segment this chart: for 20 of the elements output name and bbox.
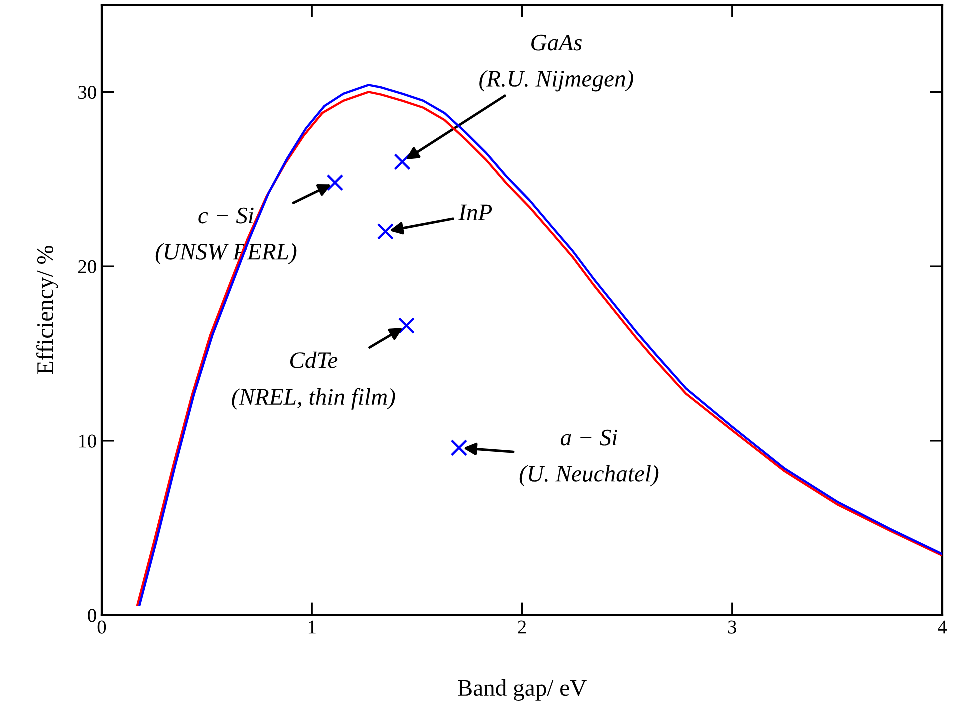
- y-axis-title: Efficiency/ %: [36, 246, 58, 374]
- annotation: InP: [458, 204, 492, 220]
- x-tick-label: 2: [518, 620, 526, 634]
- annotation: CdTe (NREL, thin film): [232, 352, 396, 410]
- annotation: a − Si (U. Neuchatel): [520, 430, 659, 487]
- point: [377, 223, 394, 240]
- x-tick-label: 3: [728, 620, 736, 634]
- x-axis-title: Band gap/ eV: [458, 679, 587, 701]
- annotation: GaAs (R.U. Nijmegen): [480, 34, 634, 92]
- point: [450, 440, 468, 456]
- point: [398, 317, 416, 334]
- point: [326, 174, 344, 192]
- point: [394, 154, 411, 170]
- x-tick-label: 0: [98, 620, 106, 634]
- y-tick-label: 20: [78, 260, 96, 274]
- y-tick-label: 0: [88, 609, 96, 622]
- y-tick-label: 30: [78, 86, 96, 100]
- y-tick-label: 10: [79, 434, 96, 448]
- x-tick-label: 1: [308, 620, 316, 634]
- x-tick-label: 4: [938, 620, 948, 634]
